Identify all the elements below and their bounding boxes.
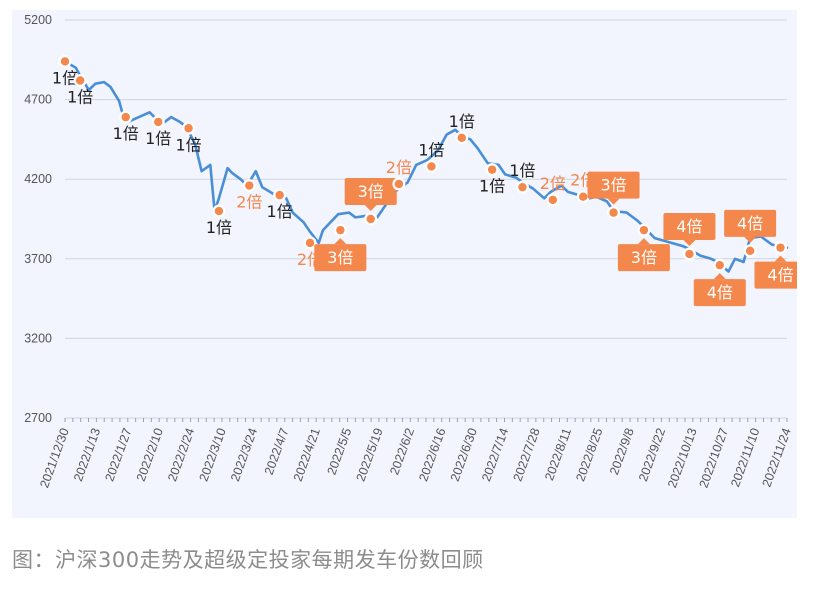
annotation-label: 1倍 (418, 140, 444, 159)
annotation-label: 3倍 (358, 182, 384, 201)
callout-box (617, 244, 670, 272)
annotation-label: 3倍 (327, 248, 353, 267)
marker-point (685, 249, 694, 259)
annotation-label: 2倍 (540, 174, 566, 193)
marker-point (548, 195, 558, 205)
marker-point (715, 260, 724, 270)
callout-box (587, 171, 640, 199)
x-tick-label: 2022/1/27 (102, 426, 134, 483)
callout-box (754, 261, 797, 289)
marker-point (518, 182, 527, 192)
annotation-label: 1倍 (206, 218, 232, 237)
annotation-label: 3倍 (631, 248, 657, 267)
annotation-label: 4倍 (737, 214, 763, 233)
annotation-label: 1倍 (509, 161, 535, 180)
y-tick-label: 5200 (24, 13, 52, 27)
x-tick-label: 2021/12/30 (37, 426, 72, 490)
annotation-label: 2倍 (386, 158, 412, 177)
x-tick-label: 2022/2/10 (134, 426, 166, 483)
marker-point (394, 179, 404, 189)
callout-pointer (364, 205, 377, 211)
annotation-label: 1倍 (145, 129, 171, 148)
callout-box (724, 209, 777, 237)
annotation-label: 1倍 (175, 135, 201, 154)
marker-point (776, 243, 785, 252)
marker-point (184, 124, 193, 133)
x-tick-label: 2022/8/11 (542, 426, 574, 482)
marker-point (214, 206, 224, 216)
marker-point (487, 165, 497, 174)
marker-point (336, 225, 345, 235)
callout-pointer (683, 240, 696, 247)
callout-pointer (713, 273, 726, 280)
x-tick-label: 2022/3/24 (228, 426, 260, 483)
figure-caption: 图：沪深300走势及超级定投家每期发车份数回顾 (12, 548, 484, 572)
callout-pointer (774, 255, 787, 262)
annotation-label: 1倍 (449, 112, 475, 131)
x-tick-label: 2022/7/28 (511, 426, 543, 483)
x-tick-label: 2022/4/21 (291, 426, 323, 483)
x-tick-label: 2022/5/19 (354, 426, 386, 483)
callout-box (663, 213, 716, 241)
marker-point (457, 133, 466, 143)
x-tick-label: 2022/11/10 (728, 426, 762, 489)
x-tick-label: 2022/10/27 (696, 426, 731, 490)
callout-pointer (607, 198, 620, 205)
callout-pointer (334, 238, 347, 245)
x-tick-label: 2022/6/30 (448, 426, 480, 483)
callout-pointer (637, 238, 650, 245)
annotation-label: 1倍 (479, 177, 505, 196)
callout-box (314, 244, 367, 272)
annotation-label: 4倍 (707, 283, 733, 302)
marker-point (121, 112, 130, 122)
y-tick-label: 2700 (24, 411, 52, 425)
marker-point (366, 214, 375, 224)
x-tick-label: 2022/6/2 (387, 426, 417, 477)
marker-point (609, 208, 618, 217)
x-tick-label: 2022/10/13 (665, 426, 700, 490)
annotation-label: 1倍 (67, 87, 93, 106)
annotation-label: 4倍 (676, 217, 702, 236)
marker-point (154, 117, 163, 127)
marker-point (639, 225, 649, 235)
x-tick-label: 2022/9/22 (636, 426, 668, 483)
x-tick-label: 2022/8/25 (573, 426, 605, 483)
marker-point (275, 190, 284, 200)
marker-point (745, 246, 755, 256)
callout-box (344, 178, 397, 205)
callout-box (693, 279, 746, 307)
x-tick-label: 2022/11/24 (760, 426, 794, 489)
marker-point (60, 57, 70, 66)
y-tick-label: 3700 (24, 252, 52, 266)
x-tick-label: 2022/5/5 (325, 426, 355, 477)
marker-point (427, 162, 436, 171)
x-tick-label: 2022/3/10 (197, 426, 229, 483)
annotation-label: 1倍 (113, 124, 139, 143)
x-tick-label: 2022/2/24 (165, 426, 197, 483)
y-tick-label: 3200 (24, 331, 52, 345)
marker-point (75, 76, 85, 85)
y-tick-label: 4700 (24, 93, 52, 107)
chart-panel: 2700 3200 3700 4200 4700 5200 2021/12/30 2022/1… (12, 10, 797, 518)
callout-pointer (744, 236, 757, 243)
x-tick-label: 2022/7/14 (479, 426, 511, 483)
annotation-label: 3倍 (600, 176, 626, 195)
annotation-label: 4倍 (767, 266, 793, 285)
annotation-label: 2倍 (236, 193, 262, 212)
x-tick-label: 2022/9/8 (607, 426, 637, 477)
x-tick-label: 2022/1/13 (71, 426, 103, 483)
annotation-label: 1倍 (52, 68, 78, 87)
x-tick-label: 2022/6/16 (416, 426, 448, 483)
x-tick-label: 2022/4/7 (262, 426, 292, 477)
marker-point (245, 181, 254, 190)
annotation-label: 1倍 (267, 202, 293, 221)
marker-point (305, 238, 315, 248)
marker-point (578, 192, 588, 201)
y-tick-label: 4200 (24, 172, 52, 186)
